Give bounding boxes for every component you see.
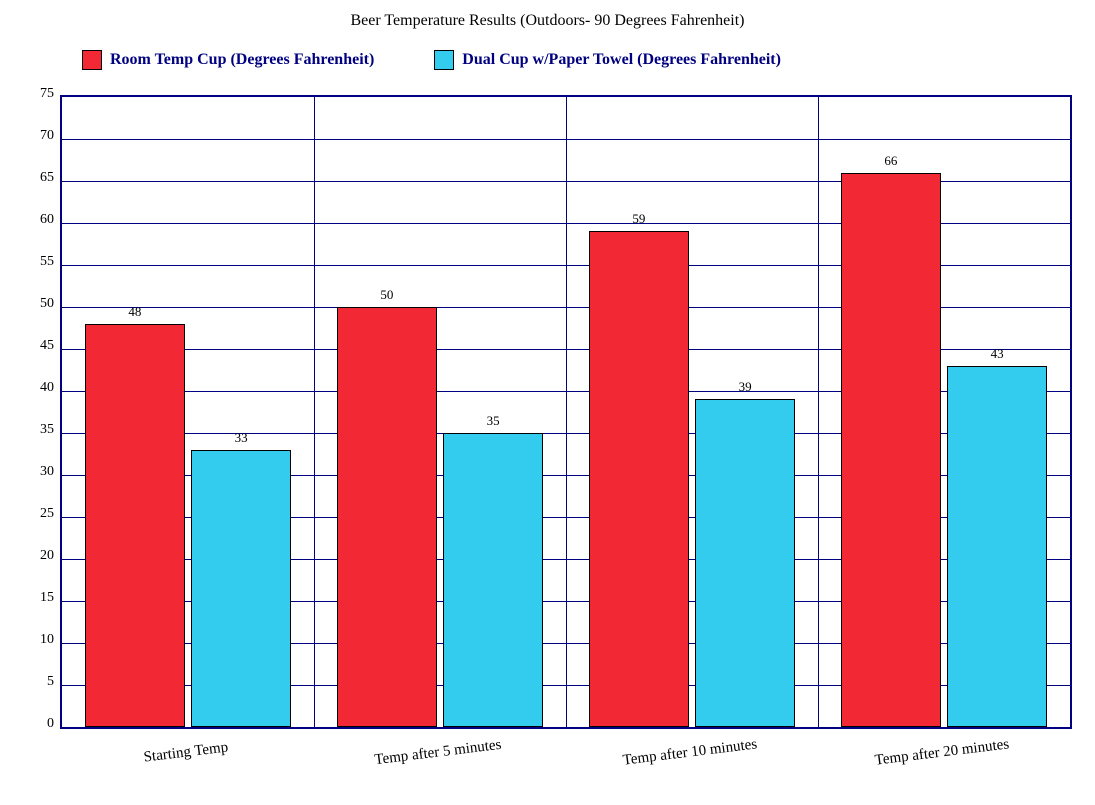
bar-value-label: 48 [128, 304, 141, 320]
y-tick-label: 35 [30, 422, 54, 438]
bar [191, 450, 291, 727]
bar [841, 173, 941, 727]
y-tick-label: 40 [30, 380, 54, 396]
x-tick-label: Temp after 20 minutes [874, 736, 1010, 769]
gridline-v [818, 97, 819, 727]
legend-swatch [82, 50, 102, 70]
bar [589, 231, 689, 727]
y-tick-label: 50 [30, 296, 54, 312]
bar-value-label: 33 [235, 430, 248, 446]
y-tick-label: 60 [30, 212, 54, 228]
chart-container: Beer Temperature Results (Outdoors- 90 D… [0, 0, 1095, 805]
y-tick-label: 65 [30, 170, 54, 186]
bar [337, 307, 437, 727]
y-tick-label: 25 [30, 506, 54, 522]
legend-label: Dual Cup w/Paper Towel (Degrees Fahrenhe… [462, 51, 781, 69]
gridline-v [314, 97, 315, 727]
y-tick-label: 0 [30, 716, 54, 732]
y-tick-label: 5 [30, 674, 54, 690]
gridline-v [566, 97, 567, 727]
legend-label: Room Temp Cup (Degrees Fahrenheit) [110, 51, 374, 69]
bar [443, 433, 543, 727]
bar-value-label: 43 [991, 346, 1004, 362]
y-tick-label: 75 [30, 86, 54, 102]
y-tick-label: 10 [30, 632, 54, 648]
bar [695, 399, 795, 727]
y-tick-label: 70 [30, 128, 54, 144]
plot-area: 48 33 50 35 59 39 66 43 [60, 95, 1072, 729]
bar-value-label: 59 [632, 211, 645, 227]
y-tick-label: 55 [30, 254, 54, 270]
legend-item: Room Temp Cup (Degrees Fahrenheit) [82, 50, 374, 70]
bar-value-label: 35 [487, 413, 500, 429]
chart-title: Beer Temperature Results (Outdoors- 90 D… [0, 12, 1095, 30]
y-tick-label: 20 [30, 548, 54, 564]
x-tick-label: Temp after 10 minutes [622, 736, 758, 769]
bar-value-label: 39 [739, 379, 752, 395]
bar [947, 366, 1047, 727]
legend: Room Temp Cup (Degrees Fahrenheit) Dual C… [82, 50, 781, 70]
y-tick-label: 30 [30, 464, 54, 480]
bar-value-label: 50 [380, 287, 393, 303]
x-tick-label: Starting Temp [143, 739, 229, 766]
x-tick-label: Temp after 5 minutes [374, 737, 503, 769]
y-tick-label: 15 [30, 590, 54, 606]
legend-item: Dual Cup w/Paper Towel (Degrees Fahrenhe… [434, 50, 781, 70]
bar [85, 324, 185, 727]
bar-value-label: 66 [884, 153, 897, 169]
y-tick-label: 45 [30, 338, 54, 354]
legend-swatch [434, 50, 454, 70]
